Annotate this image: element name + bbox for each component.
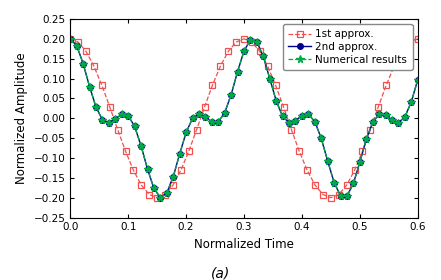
- Numerical results: [132, 125, 137, 128]
- 1st approx.: [328, 196, 333, 199]
- 1st approx.: [249, 40, 254, 44]
- 1st approx.: [344, 183, 349, 187]
- 1st approx.: [226, 50, 231, 53]
- 1st approx.: [67, 37, 73, 41]
- 1st approx.: [154, 196, 160, 199]
- 1st approx.: [305, 169, 310, 172]
- 1st approx.: [99, 84, 105, 87]
- 1st approx.: [336, 193, 341, 196]
- 1st approx.: [123, 150, 128, 153]
- 1st approx.: [384, 84, 389, 87]
- 1st approx.: [107, 105, 112, 109]
- 2nd approx.: [203, 115, 208, 119]
- 1st approx.: [115, 128, 120, 131]
- Numerical results: [151, 187, 157, 190]
- 2nd approx.: [383, 114, 388, 117]
- 1st approx.: [131, 169, 136, 172]
- 2nd approx.: [67, 37, 73, 41]
- 1st approx.: [407, 40, 412, 44]
- 1st approx.: [91, 65, 97, 68]
- 2nd approx.: [158, 196, 163, 199]
- 1st approx.: [186, 150, 191, 153]
- X-axis label: Normalized Time: Normalized Time: [194, 238, 294, 251]
- 1st approx.: [297, 150, 302, 153]
- 1st approx.: [202, 105, 207, 109]
- Line: Numerical results: Numerical results: [67, 35, 422, 201]
- 1st approx.: [289, 128, 294, 131]
- 1st approx.: [265, 65, 270, 68]
- 1st approx.: [178, 169, 183, 172]
- Numerical results: [203, 115, 208, 119]
- 1st approx.: [415, 37, 420, 41]
- 1st approx.: [218, 65, 223, 68]
- Numerical results: [106, 121, 112, 124]
- 2nd approx.: [106, 121, 112, 124]
- Numerical results: [415, 78, 420, 81]
- 1st approx.: [312, 183, 318, 187]
- 2nd approx.: [132, 125, 137, 128]
- 1st approx.: [257, 50, 262, 53]
- Y-axis label: Normalized Amplitude: Normalized Amplitude: [15, 52, 28, 184]
- 1st approx.: [320, 193, 325, 196]
- 1st approx.: [233, 40, 239, 44]
- 1st approx.: [281, 105, 286, 109]
- 2nd approx.: [409, 100, 414, 103]
- 1st approx.: [392, 65, 397, 68]
- 1st approx.: [352, 169, 357, 172]
- 1st approx.: [162, 193, 168, 196]
- Line: 2nd approx.: 2nd approx.: [67, 36, 421, 200]
- Numerical results: [383, 114, 388, 117]
- 1st approx.: [241, 37, 247, 41]
- 1st approx.: [210, 84, 215, 87]
- Numerical results: [409, 100, 414, 103]
- Line: 1st approx.: 1st approx.: [67, 36, 421, 201]
- 1st approx.: [75, 40, 81, 44]
- 2nd approx.: [415, 78, 420, 81]
- Numerical results: [67, 37, 73, 41]
- 1st approx.: [146, 193, 152, 196]
- 1st approx.: [83, 50, 89, 53]
- 1st approx.: [368, 128, 373, 131]
- 1st approx.: [194, 128, 199, 131]
- 1st approx.: [273, 84, 278, 87]
- Numerical results: [158, 196, 163, 199]
- Legend: 1st approx., 2nd approx., Numerical results: 1st approx., 2nd approx., Numerical resu…: [283, 24, 412, 70]
- 1st approx.: [360, 150, 365, 153]
- 1st approx.: [139, 183, 144, 187]
- 1st approx.: [376, 105, 381, 109]
- 1st approx.: [399, 50, 404, 53]
- 1st approx.: [170, 183, 176, 187]
- 2nd approx.: [151, 187, 157, 190]
- Text: (a): (a): [211, 266, 230, 280]
